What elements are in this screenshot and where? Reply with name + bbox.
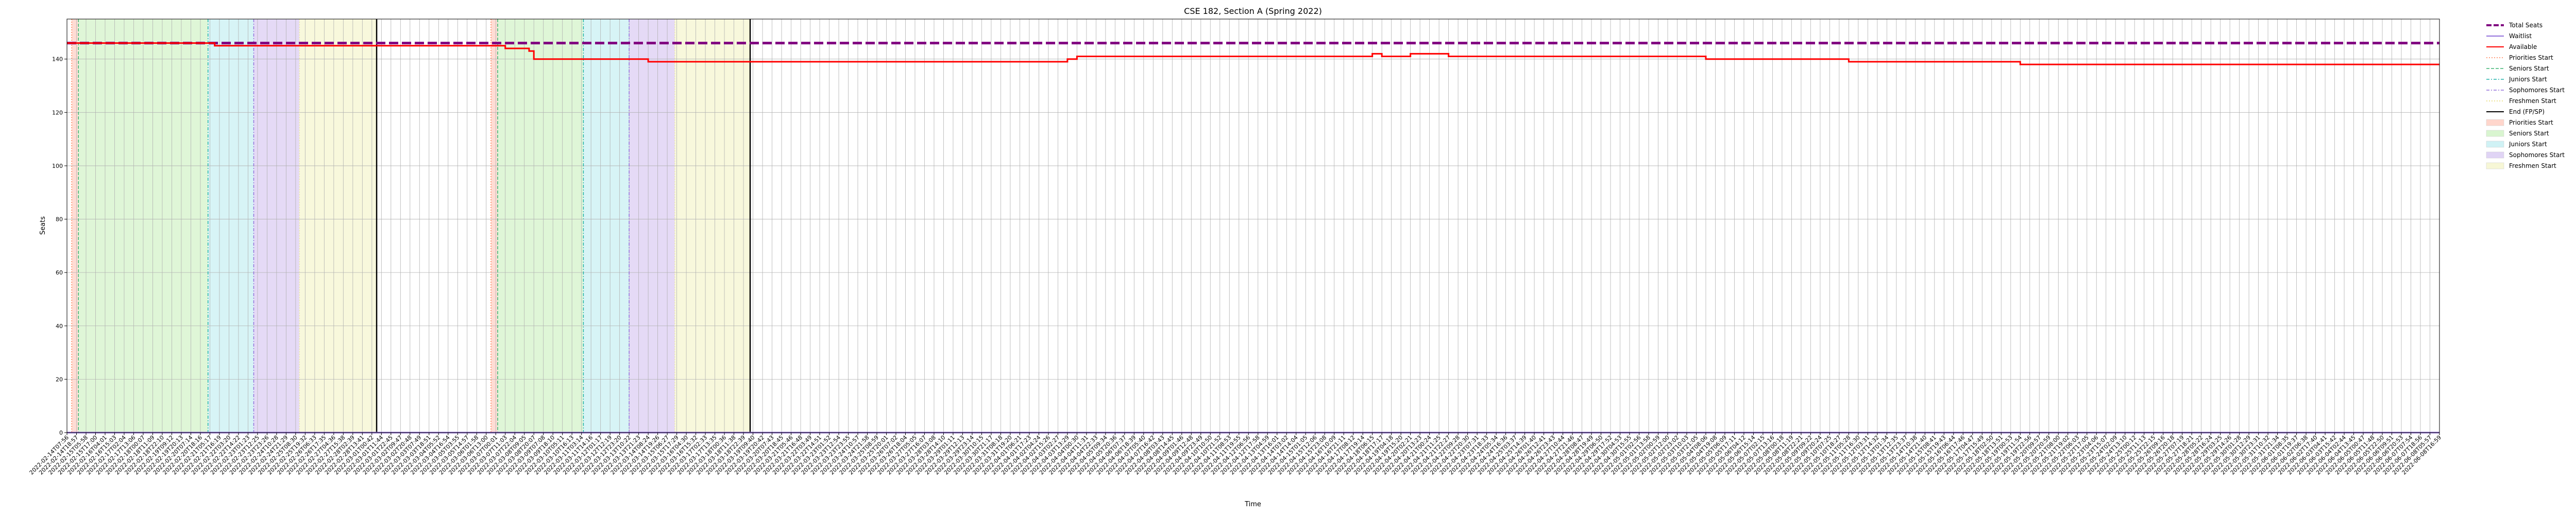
series-lines [67, 42, 2439, 434]
span-seniors-start [497, 19, 584, 433]
legend-label: Sophomores Start [2509, 87, 2565, 94]
grid-lines [66, 19, 2440, 433]
span-freshmen-start [674, 19, 751, 433]
series-available [67, 42, 2439, 65]
span-priorities-start [490, 19, 498, 433]
legend-label: Seniors Start [2509, 130, 2549, 137]
legend-swatch [2486, 119, 2504, 126]
phase-markers [71, 19, 751, 433]
chart-title: CSE 182, Section A (Spring 2022) [1184, 6, 1322, 16]
plot-frame [66, 19, 2440, 433]
legend-label: Available [2509, 43, 2537, 50]
legend-label: Total Seats [2509, 22, 2543, 29]
legend-swatch [2486, 130, 2504, 137]
legend-label: Waitlist [2509, 32, 2532, 40]
legend-label: Juniors Start [2509, 141, 2547, 148]
y-tick-label: 20 [56, 376, 63, 383]
legend-swatch [2486, 141, 2504, 148]
y-tick-label: 100 [52, 163, 63, 169]
y-tick-label: 80 [56, 216, 63, 223]
x-axis-ticks: 2022-02-14T07:562022-02-14T18:572022-02-… [28, 433, 2443, 476]
legend-label: Priorities Start [2509, 119, 2553, 126]
legend-label: Seniors Start [2509, 65, 2549, 72]
y-axis-title: Seats [39, 216, 47, 235]
span-juniors-start [583, 19, 630, 433]
y-tick-label: 0 [59, 430, 63, 436]
legend-label: End (FP/SP) [2509, 108, 2545, 115]
span-juniors-start [208, 19, 254, 433]
legend-swatch [2486, 151, 2504, 159]
y-tick-label: 140 [52, 56, 63, 63]
span-priorities-start [72, 19, 79, 433]
legend-label: Freshmen Start [2509, 162, 2556, 169]
y-tick-label: 120 [52, 109, 63, 116]
span-sophomores-start [629, 19, 675, 433]
span-freshmen-start [299, 19, 377, 433]
legend-label: Sophomores Start [2509, 151, 2565, 159]
x-axis-title: Time [1244, 501, 1261, 508]
y-tick-label: 40 [56, 323, 63, 330]
legend-label: Freshmen Start [2509, 97, 2556, 105]
legend-swatch [2486, 162, 2504, 169]
legend-label: Juniors Start [2509, 76, 2547, 83]
legend-label: Priorities Start [2509, 54, 2553, 61]
y-axis-ticks: 0 20 40 60 80 100 120 140 [52, 56, 67, 436]
legend: Total Seats Waitlist Available Priorities S… [2486, 22, 2565, 169]
y-tick-label: 60 [56, 269, 63, 276]
